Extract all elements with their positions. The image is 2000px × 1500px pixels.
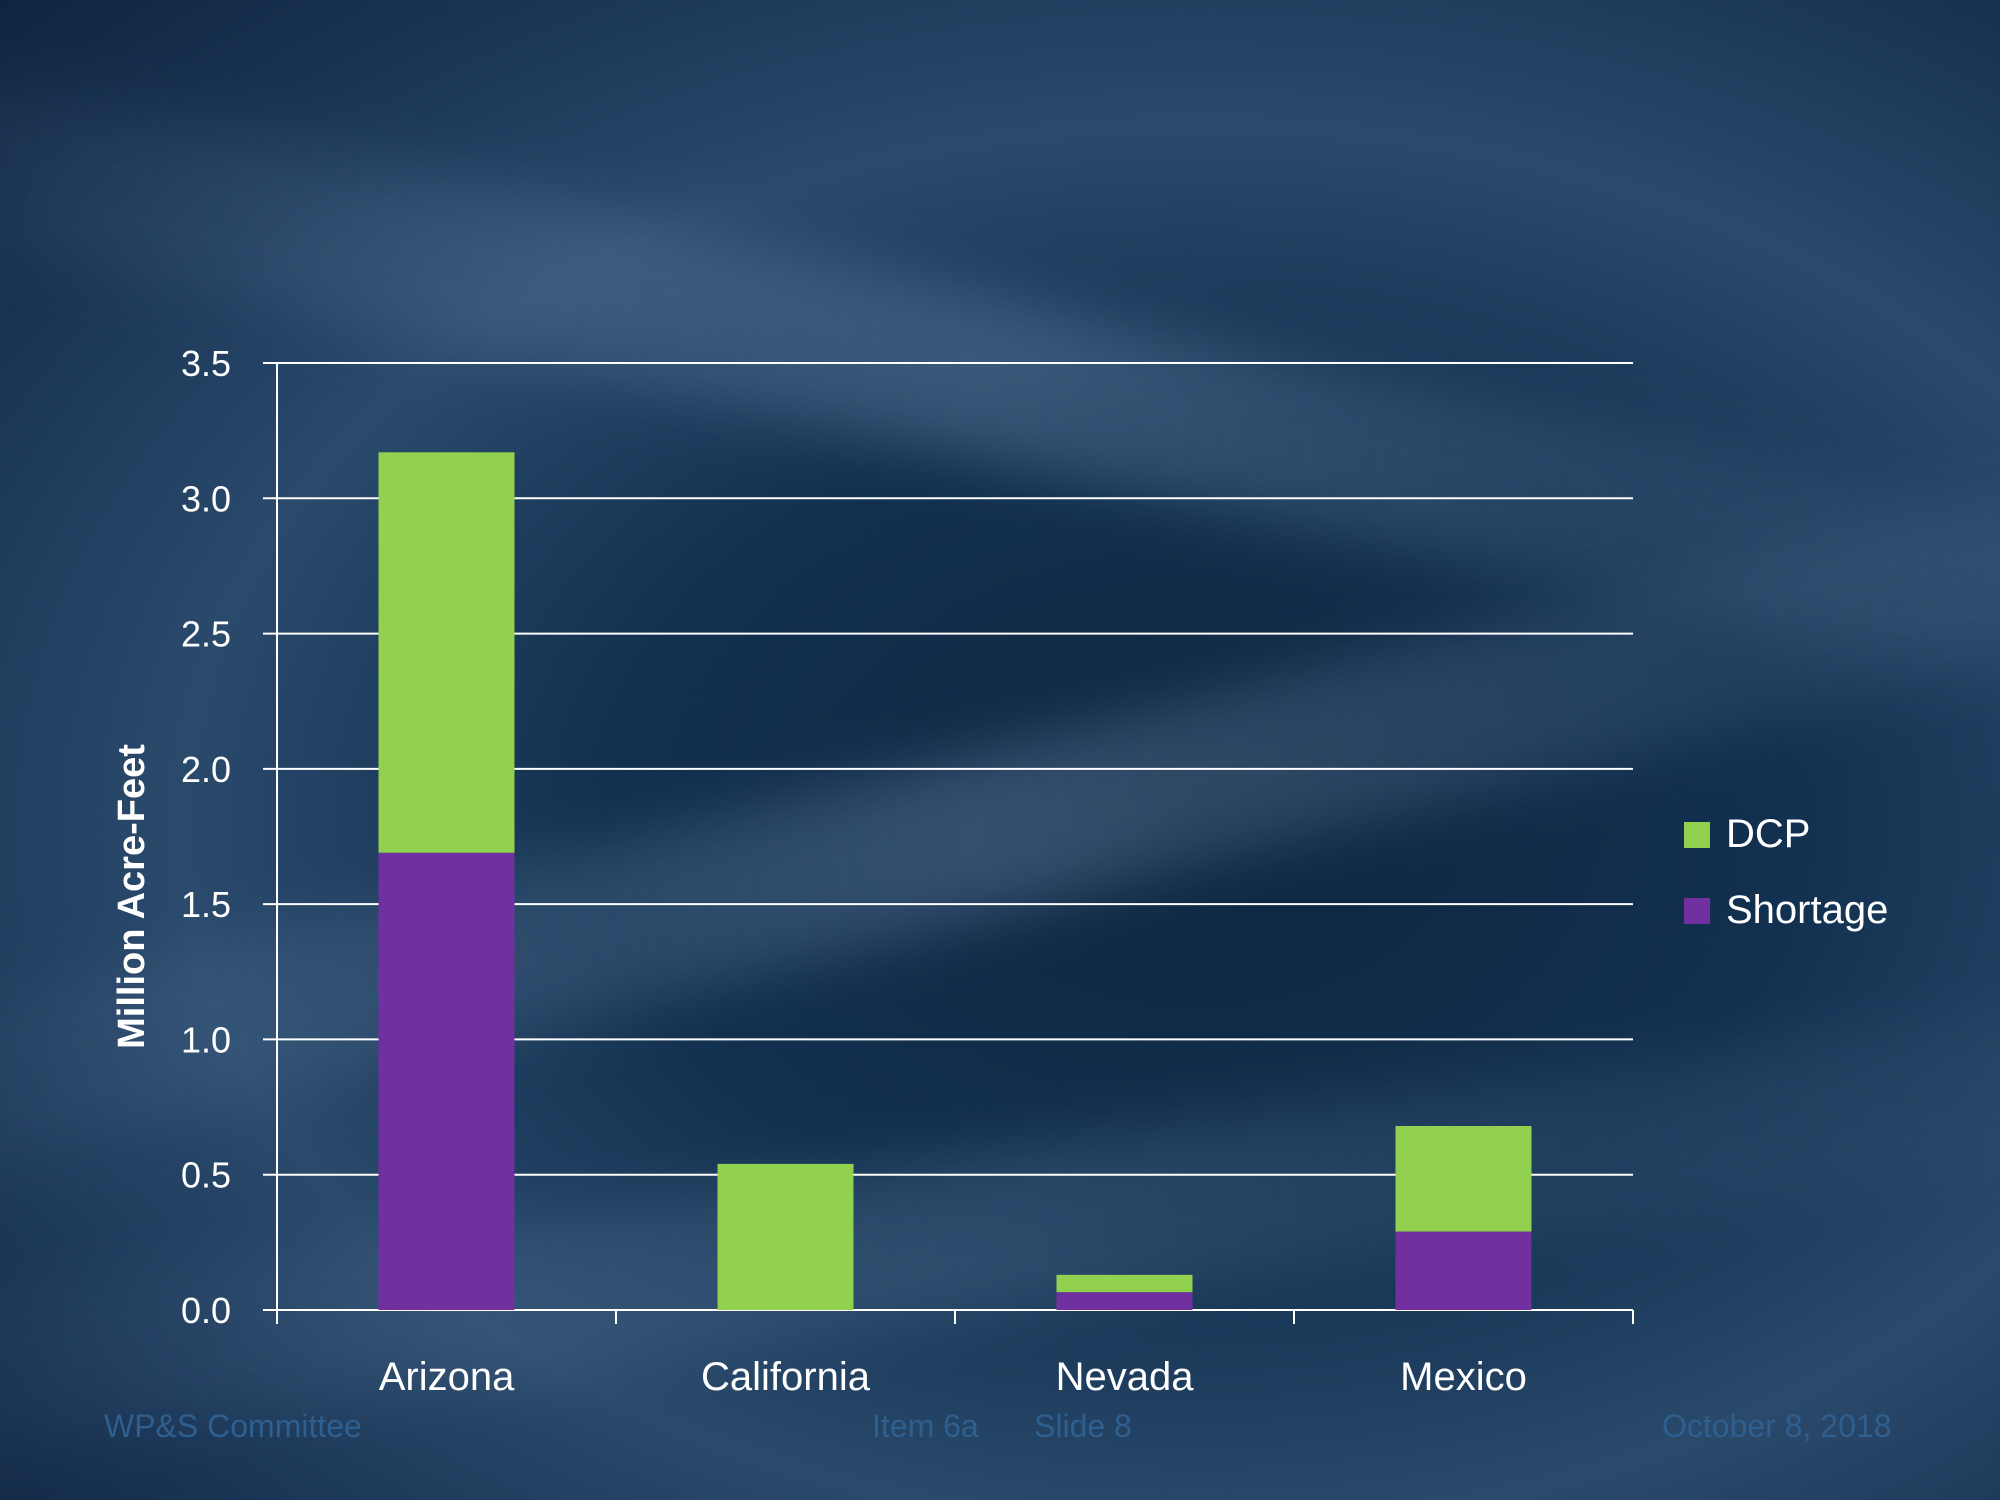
- footer-date: October 8, 2018: [1662, 1408, 1892, 1444]
- y-tick-label: 0.0: [181, 1290, 231, 1331]
- y-tick-label: 3.0: [181, 478, 231, 519]
- legend-item-dcp: DCP: [1684, 812, 1810, 857]
- x-tick-label: Mexico: [1400, 1355, 1527, 1399]
- legend-item-shortage: Shortage: [1684, 888, 1888, 933]
- bar-dcp-nevada: [1056, 1274, 1193, 1293]
- footer-item: Item 6a: [872, 1408, 979, 1444]
- y-tick-label: 1.0: [181, 1019, 231, 1060]
- y-tick-label: 0.5: [181, 1155, 231, 1196]
- y-axis-label: Million Acre-Feet: [111, 744, 153, 1049]
- y-tick-label: 1.5: [181, 884, 231, 925]
- y-tick-label: 2.5: [181, 614, 231, 655]
- bar-dcp-california: [717, 1163, 854, 1310]
- legend-label-shortage: Shortage: [1726, 888, 1889, 932]
- y-tick-label: 3.5: [181, 343, 231, 384]
- legend-swatch-dcp: [1684, 821, 1710, 848]
- footer-slide: Slide 8: [1034, 1408, 1132, 1444]
- y-tick-label: 2.0: [181, 749, 231, 790]
- bar-dcp-arizona: [378, 452, 515, 853]
- bar-shortage-nevada: [1056, 1292, 1193, 1310]
- x-tick-label: California: [701, 1355, 871, 1399]
- x-tick-label: Arizona: [379, 1355, 515, 1399]
- legend-swatch-shortage: [1684, 897, 1710, 924]
- footer-committee: WP&S Committee: [104, 1408, 362, 1444]
- x-tick-label: Nevada: [1056, 1355, 1195, 1399]
- legend-label-dcp: DCP: [1726, 812, 1811, 856]
- bar-dcp-mexico: [1395, 1126, 1532, 1232]
- bar-shortage-arizona: [378, 852, 515, 1310]
- bar-shortage-mexico: [1395, 1231, 1532, 1310]
